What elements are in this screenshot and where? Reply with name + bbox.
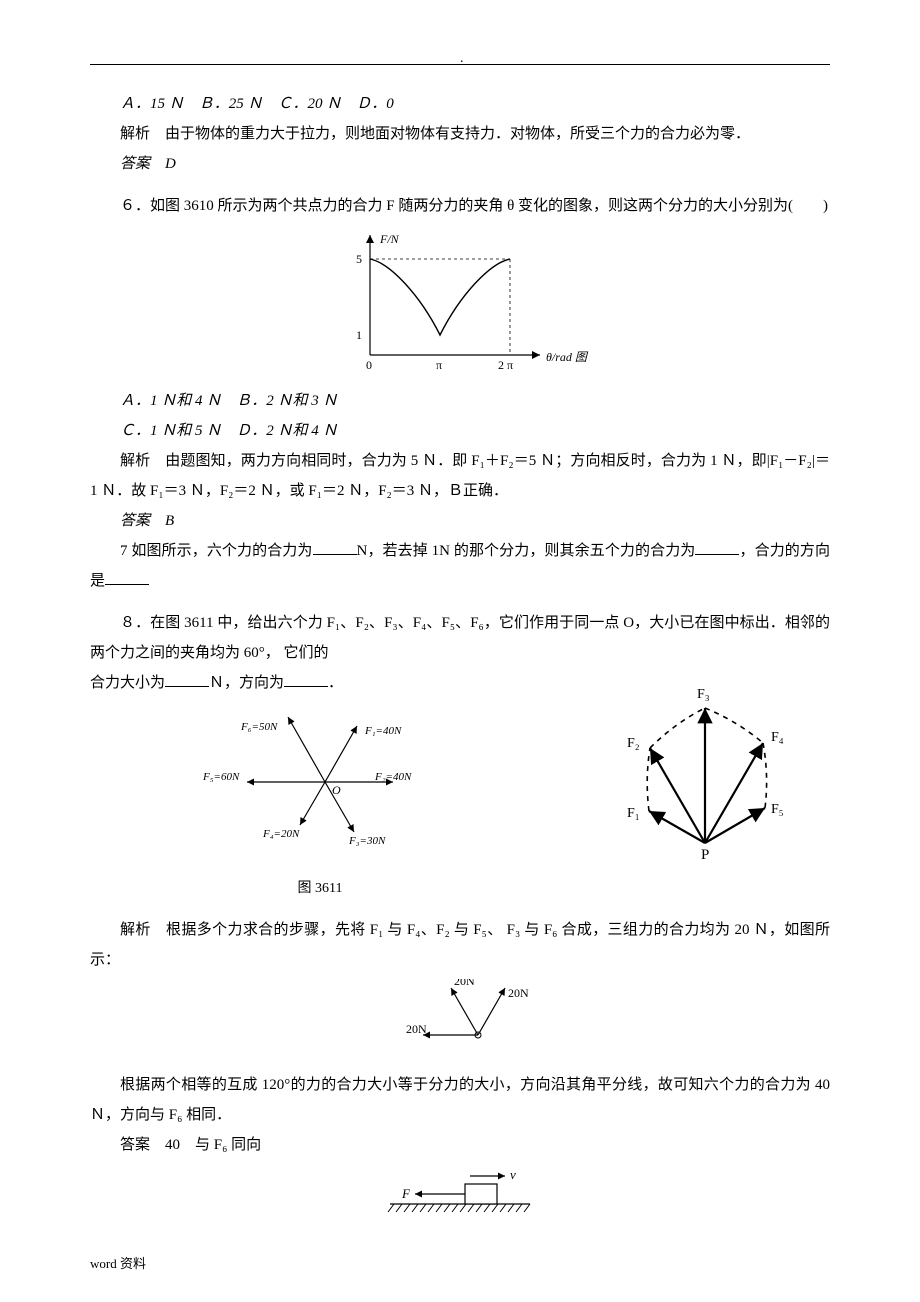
svg-text:F₁=40N: F₁=40N <box>364 725 402 737</box>
q8-left-diagram: O F₂=40N F₁=40N F₆=50N F₅=60N F₄=20N F₃=… <box>90 702 550 897</box>
svg-text:0: 0 <box>366 358 372 372</box>
svg-text:O: O <box>332 783 341 797</box>
svg-text:2 π: 2 π <box>498 358 513 372</box>
q5-options: Ａ．15 Ｎ Ｂ．25 Ｎ Ｃ．20 Ｎ Ｄ．0 <box>90 89 830 119</box>
svg-text:P: P <box>701 847 709 863</box>
svg-text:F₂: F₂ <box>627 736 640 751</box>
q8-left-svg: O F₂=40N F₁=40N F₆=50N F₅=60N F₄=20N F₃=… <box>190 702 450 872</box>
q6-figure: F/N 5 1 0 π 2 π θ/rad 图 3610 <box>90 225 830 380</box>
q8-figure-row: 合力大小为 Ｎ，方向为 ． <box>90 668 830 903</box>
q7-blank-1 <box>313 541 357 556</box>
q5-analysis: 解析 由于物体的重力大于拉力，则地面对物体有支持力．对物体，所受三个力的合力必为… <box>90 119 830 149</box>
q8-small-svg: 20N 20N 20N <box>360 979 560 1059</box>
svg-text:1: 1 <box>356 328 362 342</box>
q8-small-diagram: 20N 20N 20N <box>90 979 830 1064</box>
q8-stem2-mid: Ｎ，方向为 <box>209 675 284 691</box>
q8-right-svg: P F₁ F₂ F₃ F₄ F₅ <box>580 668 830 868</box>
svg-text:π: π <box>436 358 442 372</box>
svg-text:F₆=50N: F₆=50N <box>240 721 278 733</box>
svg-text:F₁: F₁ <box>627 806 640 821</box>
svg-text:F₅: F₅ <box>771 802 784 817</box>
svg-text:F: F <box>401 1186 411 1201</box>
q7-blank-3 <box>105 571 149 586</box>
svg-text:20N: 20N <box>454 979 475 988</box>
q7-blank-2 <box>695 541 739 556</box>
svg-text:F₅=60N: F₅=60N <box>202 771 240 783</box>
q6-chart-svg: F/N 5 1 0 π 2 π θ/rad 图 3610 <box>330 225 590 375</box>
q8-stem2-pre: 合力大小为 <box>90 675 165 691</box>
q7-text-1: 7 如图所示，六个力的合力为 <box>120 543 313 559</box>
q6-analysis: 解析 由题图知，两力方向相同时，合力为 5 Ｎ．即 F₁＋F₂＝5 Ｎ；方向相反… <box>90 446 830 506</box>
q8-figure-caption: 图 3611 <box>90 877 550 897</box>
q8-block-diagram: F v <box>90 1164 830 1225</box>
svg-text:20N: 20N <box>508 986 529 1000</box>
svg-text:θ/rad 图 3610: θ/rad 图 3610 <box>546 350 590 364</box>
svg-text:v: v <box>510 1167 516 1182</box>
q8-answer: 答案 40 与 F₆ 同向 <box>90 1130 830 1160</box>
q8-conclusion: 根据两个相等的互成 120°的力的合力大小等于分力的大小，方向沿其角平分线，故可… <box>90 1070 830 1130</box>
svg-text:20N: 20N <box>406 1022 427 1036</box>
q8-analysis: 解析 根据多个力求合的步骤，先将 F₁ 与 F₄、F₂ 与 F₅、 F₃ 与 F… <box>90 915 830 975</box>
svg-text:F/N: F/N <box>379 232 400 246</box>
q6-stem: ６．如图 3610 所示为两个共点力的合力 F 随两分力的夹角 θ 变化的图象，… <box>90 191 830 221</box>
q8-stem-2: 合力大小为 Ｎ，方向为 ． <box>90 668 550 698</box>
q8-block-svg: F v <box>370 1164 550 1220</box>
q7-stem: 7 如图所示，六个力的合力为N，若去掉 1N 的那个分力，则其余五个力的合力为，… <box>90 536 830 596</box>
q6-options-2: Ｃ．1 Ｎ和 5 Ｎ Ｄ．2 Ｎ和 4 Ｎ <box>90 416 830 446</box>
footer-text: word 资料 <box>90 1253 146 1272</box>
q8-blank-2 <box>284 673 328 688</box>
svg-text:F₃=30N: F₃=30N <box>348 835 386 847</box>
svg-text:5: 5 <box>356 252 362 266</box>
svg-text:F₂=40N: F₂=40N <box>374 771 412 783</box>
q8-blank-1 <box>165 673 209 688</box>
svg-text:F₄: F₄ <box>771 730 784 745</box>
q7-text-2: N，若去掉 1N 的那个分力，则其余五个力的合力为 <box>357 543 696 559</box>
q8-stem2-post: ． <box>328 675 343 691</box>
svg-text:F₃: F₃ <box>697 687 710 702</box>
q6-answer: 答案 B <box>90 506 830 536</box>
header-rule <box>90 64 830 65</box>
q6-options-1: Ａ．1 Ｎ和 4 Ｎ Ｂ．2 Ｎ和 3 Ｎ <box>90 386 830 416</box>
svg-text:F₄=20N: F₄=20N <box>262 828 300 840</box>
q8-stem-1: ８．在图 3611 中，给出六个力 F₁、F₂、F₃、F₄、F₅、F₆，它们作用… <box>90 608 830 668</box>
q5-answer: 答案 D <box>90 149 830 179</box>
